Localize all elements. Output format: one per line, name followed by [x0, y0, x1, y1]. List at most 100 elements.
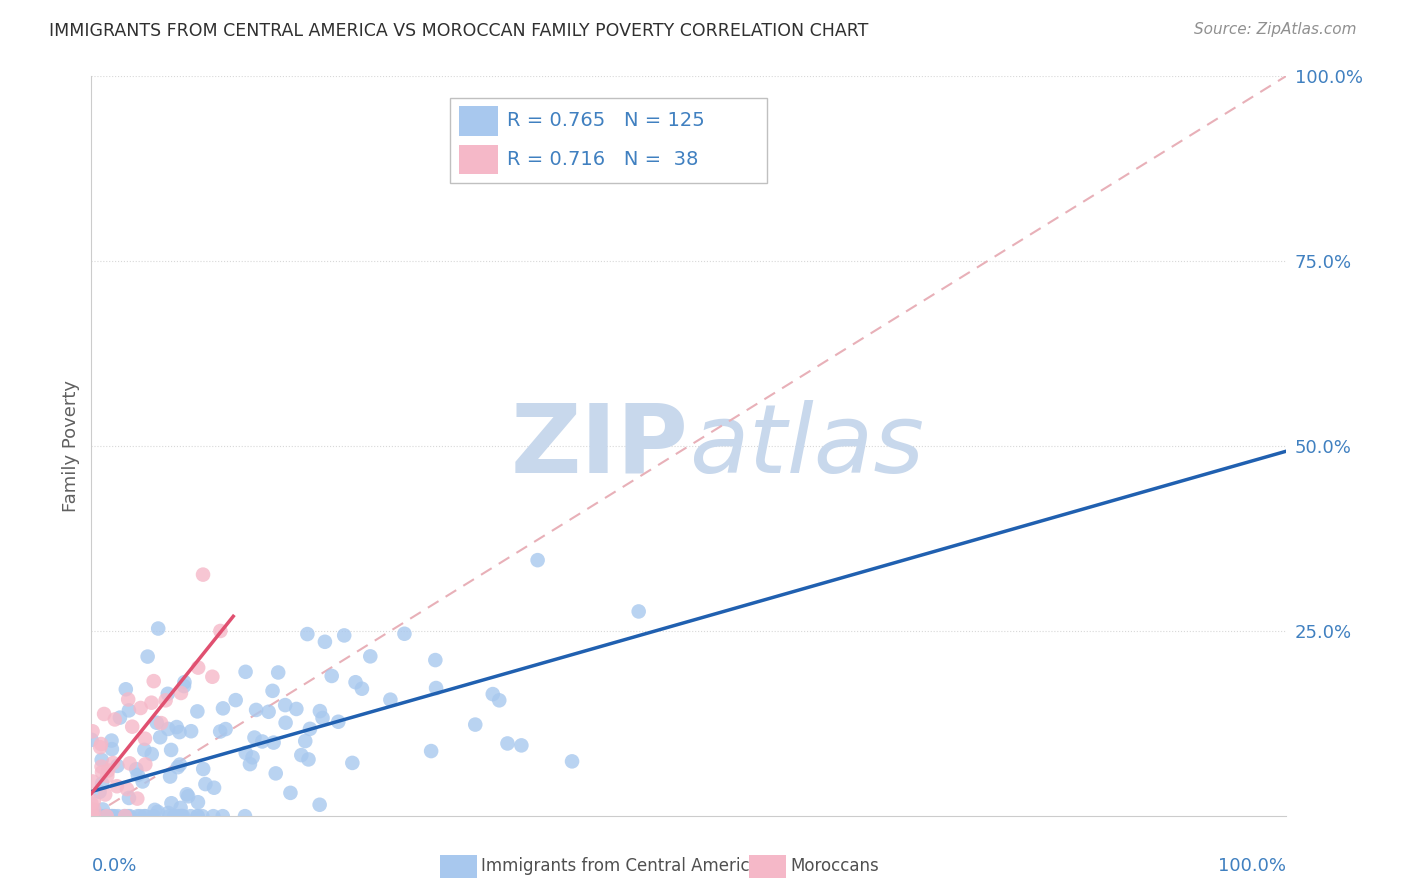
Point — [257, 705, 280, 719]
Point — [510, 739, 533, 753]
Point — [201, 670, 224, 684]
Point — [169, 809, 191, 823]
Point — [290, 748, 312, 763]
Point — [101, 756, 124, 770]
Point — [333, 628, 356, 642]
Point — [180, 809, 202, 823]
Point — [425, 653, 447, 667]
Point — [212, 701, 235, 715]
Point — [297, 627, 319, 641]
Point — [89, 740, 111, 755]
Point — [156, 687, 179, 701]
Point — [187, 809, 209, 823]
Point — [425, 681, 447, 695]
Point — [191, 809, 214, 823]
Text: 100.0%: 100.0% — [1219, 857, 1286, 875]
Point — [311, 711, 333, 725]
Point — [118, 703, 141, 717]
Point — [167, 809, 190, 823]
Point — [82, 774, 104, 789]
Point — [86, 809, 108, 823]
Point — [262, 683, 284, 698]
Point — [170, 809, 193, 823]
Point — [297, 752, 319, 766]
Point — [142, 809, 165, 823]
Point — [148, 622, 170, 636]
Point — [80, 803, 103, 817]
Point — [93, 706, 115, 721]
Point — [84, 809, 107, 823]
Text: Source: ZipAtlas.com: Source: ZipAtlas.com — [1194, 22, 1357, 37]
Point — [127, 791, 149, 805]
Point — [496, 736, 519, 750]
Point — [117, 809, 139, 823]
Point — [94, 788, 117, 802]
Point — [225, 693, 247, 707]
Point — [294, 734, 316, 748]
Point — [157, 805, 180, 820]
Point — [114, 682, 136, 697]
Point — [112, 809, 135, 823]
Point — [380, 692, 402, 706]
Point — [170, 686, 193, 700]
Point — [235, 746, 257, 760]
Point — [173, 679, 195, 693]
Point — [350, 681, 373, 696]
Point — [274, 698, 297, 712]
Point — [285, 702, 308, 716]
Point — [125, 762, 148, 776]
Point — [127, 768, 149, 782]
Text: R = 0.765   N = 125: R = 0.765 N = 125 — [508, 112, 704, 130]
Text: Immigrants from Central America: Immigrants from Central America — [481, 857, 759, 875]
Point — [177, 789, 200, 804]
Point — [129, 701, 152, 715]
Point — [309, 704, 332, 718]
Point — [83, 809, 105, 823]
Point — [146, 805, 169, 819]
Point — [82, 809, 104, 823]
Point — [90, 759, 112, 773]
Point — [394, 626, 416, 640]
Point — [80, 797, 103, 811]
Point — [83, 794, 105, 808]
Point — [149, 731, 172, 745]
Point — [90, 753, 112, 767]
Point — [134, 743, 156, 757]
Point — [176, 787, 198, 801]
Point — [308, 797, 330, 812]
Point — [121, 720, 143, 734]
Point — [89, 785, 111, 799]
Point — [127, 809, 149, 823]
Point — [194, 777, 217, 791]
Point — [145, 715, 167, 730]
Y-axis label: Family Poverty: Family Poverty — [62, 380, 80, 512]
Point — [118, 756, 141, 771]
FancyBboxPatch shape — [460, 145, 498, 174]
Point — [209, 624, 232, 638]
Point — [252, 734, 274, 748]
Point — [239, 757, 262, 772]
Point — [90, 737, 112, 751]
Point — [321, 669, 343, 683]
Point — [481, 687, 503, 701]
Point — [155, 693, 177, 707]
Point — [186, 705, 208, 719]
Point — [242, 750, 264, 764]
Point — [105, 759, 128, 773]
Text: Moroccans: Moroccans — [790, 857, 879, 875]
Point — [263, 736, 285, 750]
Point — [118, 791, 141, 805]
Point — [245, 703, 267, 717]
Point — [131, 774, 153, 789]
Point — [90, 809, 112, 823]
Point — [134, 809, 156, 823]
Point — [96, 809, 118, 823]
Text: IMMIGRANTS FROM CENTRAL AMERICA VS MOROCCAN FAMILY POVERTY CORRELATION CHART: IMMIGRANTS FROM CENTRAL AMERICA VS MOROC… — [49, 22, 869, 40]
Point — [314, 634, 336, 648]
Point — [169, 725, 191, 739]
Point — [267, 665, 290, 680]
Point — [129, 809, 152, 823]
Point — [172, 809, 194, 823]
Point — [141, 747, 163, 761]
Point — [159, 770, 181, 784]
